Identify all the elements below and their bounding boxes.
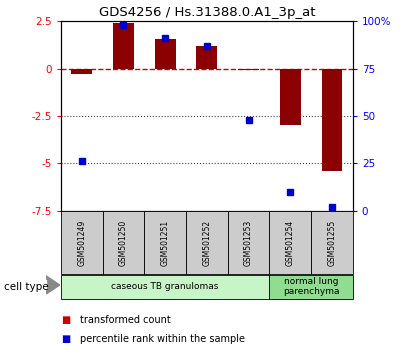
- Text: GSM501252: GSM501252: [202, 219, 211, 266]
- Text: GSM501254: GSM501254: [286, 219, 295, 266]
- Bar: [144, 211, 186, 274]
- Title: GDS4256 / Hs.31388.0.A1_3p_at: GDS4256 / Hs.31388.0.A1_3p_at: [99, 6, 315, 19]
- Bar: [186, 211, 228, 274]
- Text: percentile rank within the sample: percentile rank within the sample: [80, 334, 245, 344]
- Text: GSM501255: GSM501255: [328, 219, 336, 266]
- Bar: [197, 46, 217, 69]
- Bar: [228, 211, 269, 274]
- Text: GSM501250: GSM501250: [119, 219, 128, 266]
- Bar: [311, 211, 353, 274]
- Text: normal lung
parenchyma: normal lung parenchyma: [283, 277, 339, 296]
- Text: ■: ■: [61, 334, 70, 344]
- Bar: [280, 69, 301, 125]
- FancyArrow shape: [46, 276, 60, 294]
- Bar: [238, 69, 259, 70]
- Bar: [269, 275, 353, 299]
- Text: GSM501253: GSM501253: [244, 219, 253, 266]
- Bar: [322, 69, 342, 171]
- Bar: [102, 211, 144, 274]
- Bar: [61, 211, 102, 274]
- Text: cell type: cell type: [4, 282, 49, 292]
- Bar: [71, 69, 92, 74]
- Text: GSM501251: GSM501251: [161, 219, 170, 266]
- Text: GSM501249: GSM501249: [77, 219, 86, 266]
- Bar: [61, 275, 269, 299]
- Bar: [113, 23, 134, 69]
- Text: ■: ■: [61, 315, 70, 325]
- Bar: [155, 39, 176, 69]
- Text: caseous TB granulomas: caseous TB granulomas: [111, 282, 219, 291]
- Text: transformed count: transformed count: [80, 315, 171, 325]
- Bar: [269, 211, 311, 274]
